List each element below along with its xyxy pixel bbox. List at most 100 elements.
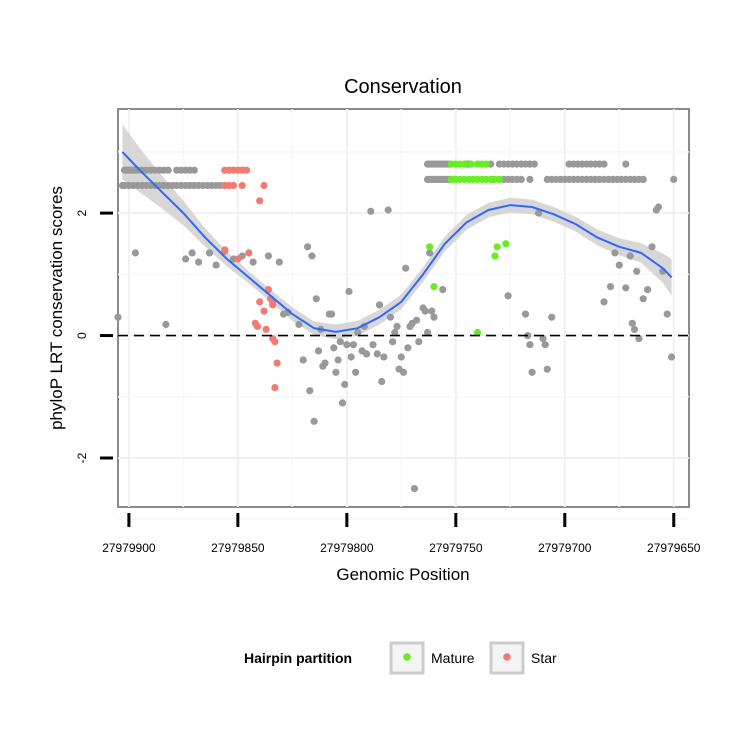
point-other <box>373 350 381 358</box>
point-other <box>295 320 303 329</box>
legend-entry-mature: Mature <box>389 641 475 675</box>
point-other <box>164 166 172 174</box>
smooth-curve <box>121 151 673 333</box>
point-other <box>415 338 423 346</box>
point-other <box>530 160 538 168</box>
point-other <box>336 338 344 346</box>
point-star <box>260 307 268 315</box>
point-other <box>615 261 623 269</box>
point-other <box>330 344 338 352</box>
point-other <box>611 249 619 257</box>
point-other <box>182 255 190 263</box>
y-tick-label: -2 <box>75 452 89 463</box>
legend-dot-mature <box>403 653 411 661</box>
point-other <box>410 485 418 493</box>
point-other <box>284 308 292 316</box>
point-other <box>349 341 357 349</box>
point-other <box>626 252 634 260</box>
point-other <box>639 295 647 303</box>
point-other <box>528 368 536 376</box>
legend-dot-star <box>503 653 511 661</box>
point-other <box>630 325 639 333</box>
point-other <box>654 203 663 211</box>
point-other <box>362 350 371 358</box>
point-other <box>668 353 676 361</box>
grid-lines <box>118 109 689 520</box>
point-star <box>221 246 229 254</box>
point-star <box>260 181 268 190</box>
point-other <box>622 284 630 292</box>
point-other <box>334 356 342 364</box>
point-other <box>308 252 316 260</box>
point-other <box>386 313 394 321</box>
point-other <box>521 310 530 318</box>
point-other <box>399 368 408 376</box>
smooth-fit-line <box>121 151 673 333</box>
point-other <box>670 175 678 183</box>
x-tick-label: 27979850 <box>211 541 265 555</box>
x-axis-label: Genomic Position <box>336 565 469 584</box>
point-other <box>338 399 347 407</box>
point-other <box>600 160 608 168</box>
legend: Hairpin partition Mature Star <box>244 641 557 675</box>
point-other <box>195 258 203 266</box>
point-other <box>188 249 196 257</box>
point-other <box>328 310 336 318</box>
point-other <box>190 166 198 174</box>
point-mature <box>467 160 475 168</box>
point-mature <box>502 240 510 248</box>
point-other <box>606 283 615 291</box>
point-other <box>541 341 549 349</box>
point-other <box>426 249 434 257</box>
point-other <box>369 341 377 349</box>
plot-panel <box>117 108 690 508</box>
point-other <box>391 328 399 337</box>
y-tick-label: 0 <box>75 332 89 339</box>
point-other <box>378 377 386 386</box>
point-other <box>345 287 353 296</box>
point-other <box>321 359 329 367</box>
point-other <box>354 328 362 337</box>
point-mature <box>495 175 503 183</box>
point-other <box>535 209 543 217</box>
point-other <box>635 335 643 343</box>
point-other <box>264 252 272 260</box>
point-other <box>639 175 647 183</box>
point-other <box>633 267 641 275</box>
point-mature <box>426 243 434 251</box>
point-other <box>663 310 671 318</box>
point-other <box>628 319 636 327</box>
chart-title: Conservation <box>344 76 462 98</box>
point-other <box>397 353 405 361</box>
point-other <box>314 347 323 355</box>
point-star <box>243 166 251 174</box>
point-other <box>543 365 551 373</box>
x-tick-label: 27979700 <box>538 541 592 555</box>
point-other <box>367 207 375 215</box>
point-other <box>548 313 556 321</box>
point-mature <box>474 328 482 337</box>
point-mature <box>493 243 501 251</box>
point-other <box>421 307 429 315</box>
point-star <box>245 249 253 257</box>
point-other <box>352 368 360 376</box>
y-tick-label: 2 <box>75 209 89 216</box>
point-other <box>644 286 652 294</box>
point-star <box>256 298 264 306</box>
legend-title: Hairpin partition <box>244 650 352 666</box>
point-star <box>229 181 238 190</box>
point-other <box>622 160 630 168</box>
point-other <box>539 335 547 343</box>
point-other <box>423 328 432 337</box>
point-other <box>131 249 139 257</box>
point-star <box>269 301 277 309</box>
point-other <box>517 175 525 183</box>
point-mature <box>460 160 469 168</box>
point-other <box>402 264 410 272</box>
point-other <box>312 295 320 303</box>
point-other <box>504 292 512 300</box>
point-other <box>343 341 351 349</box>
point-mature <box>482 160 490 168</box>
data-points <box>114 160 678 493</box>
